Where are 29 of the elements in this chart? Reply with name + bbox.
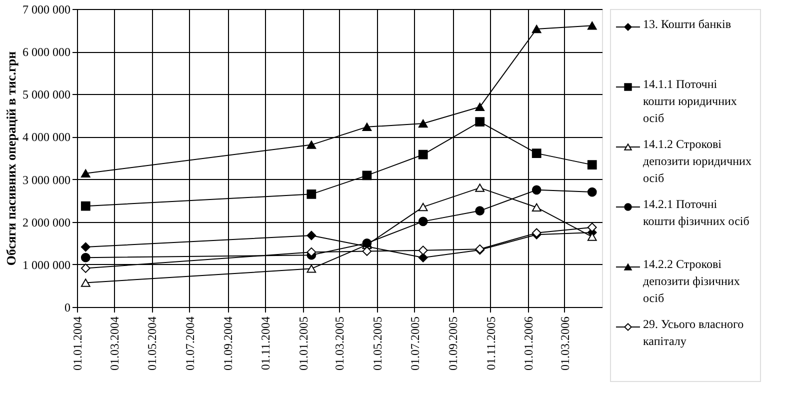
x-tick-label: 01.11.2004 (258, 316, 273, 370)
y-axis-title: Обсяги пасивних операцій в тис.грн (4, 50, 18, 266)
x-tick-label: 01.11.2005 (484, 316, 498, 370)
x-tick-label: 01.03.2005 (332, 316, 347, 370)
legend-label: 14.2.1 Поточні кошти фізичних осіб (643, 197, 750, 228)
x-tick-label: 01.07.2004 (182, 316, 197, 370)
y-tick-label: 6 000 000 (22, 45, 70, 60)
x-tick-label: 01.09.2004 (221, 316, 236, 370)
y-tick-label: 7 000 000 (22, 2, 70, 16)
y-tick-label: 4 000 000 (22, 130, 70, 144)
x-tick-label: 01.03.2004 (108, 316, 122, 370)
x-tick-label: 01.07.2005 (408, 316, 422, 370)
x-tick-label: 01.05.2004 (145, 316, 160, 370)
x-tick-label: 01.01.2004 (70, 316, 84, 370)
x-tick-label: 01.05.2005 (370, 316, 384, 370)
legend-label: 14.2.2 Строкові депозити фізичних осіб (643, 257, 740, 305)
legend-label: 29. Усього власного капіталу (643, 317, 744, 348)
y-tick-label: 2 000 000 (22, 215, 70, 230)
legend-label: 14.1.2 Строкові депозити юридичних осіб (643, 137, 752, 185)
legend-label: 14.1.1 Поточні кошти юридичних осіб (643, 77, 737, 125)
x-tick-label: 01.01.2005 (296, 316, 310, 370)
legend-label: 13. Кошти банків (643, 17, 732, 31)
y-tick-label: 1 000 000 (22, 258, 70, 272)
x-tick-label: 01.03.2006 (558, 316, 572, 370)
y-tick-label: 5 000 000 (22, 88, 70, 102)
x-tick-label: 01.01.2006 (521, 316, 536, 370)
y-tick-label: 3 000 000 (22, 172, 70, 187)
x-tick-label: 01.09.2005 (446, 316, 460, 370)
y-tick-label: 0 (64, 300, 70, 314)
